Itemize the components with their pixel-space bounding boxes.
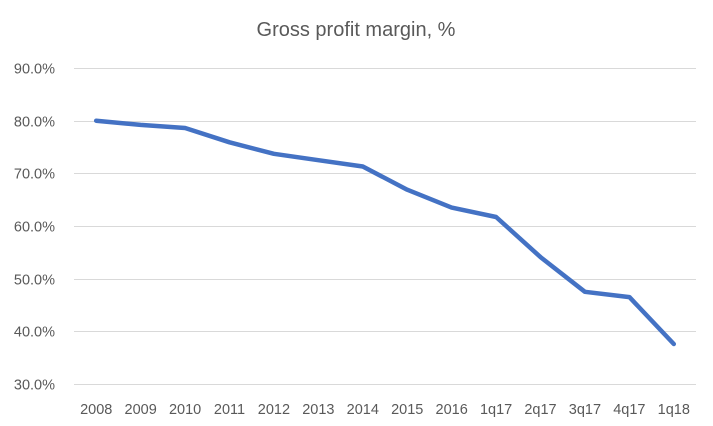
- x-tick-label: 2008: [80, 402, 112, 418]
- gridlines: [74, 68, 696, 385]
- x-tick-label: 4q17: [613, 402, 645, 418]
- y-tick-label: 60.0%: [14, 220, 55, 236]
- y-tick-label: 90.0%: [14, 62, 55, 78]
- y-tick-label: 70.0%: [14, 167, 55, 183]
- y-tick-label: 50.0%: [14, 273, 55, 289]
- x-tick-label: 2016: [436, 402, 468, 418]
- x-tick-label: 2014: [347, 402, 379, 418]
- x-tick-label: 2q17: [524, 402, 556, 418]
- x-tick-label: 2010: [169, 402, 201, 418]
- x-tick-label: 2011: [214, 402, 245, 418]
- y-tick-label: 80.0%: [14, 115, 55, 131]
- x-tick-label: 3q17: [569, 402, 601, 418]
- y-tick-label: 30.0%: [14, 378, 55, 394]
- y-tick-label: 40.0%: [14, 325, 55, 341]
- x-tick-label: 2009: [125, 402, 157, 418]
- x-axis-tick-labels: 2008 2009 2010 2011 2012 2013 2014 2015 2016 1q17…: [80, 402, 690, 418]
- x-tick-label: 2013: [302, 402, 334, 418]
- y-axis-tick-labels: 30.0% 40.0% 50.0% 60.0% 70.0% 80.0% 90.0%: [14, 62, 55, 394]
- chart-title: Gross profit margin, %: [257, 19, 456, 41]
- x-tick-label: 2012: [258, 402, 290, 418]
- x-tick-label: 1q17: [480, 402, 512, 418]
- series-layer: [93, 118, 677, 347]
- x-tick-label: 1q18: [658, 402, 690, 418]
- series-line: [93, 118, 677, 347]
- x-tick-label: 2015: [391, 402, 423, 418]
